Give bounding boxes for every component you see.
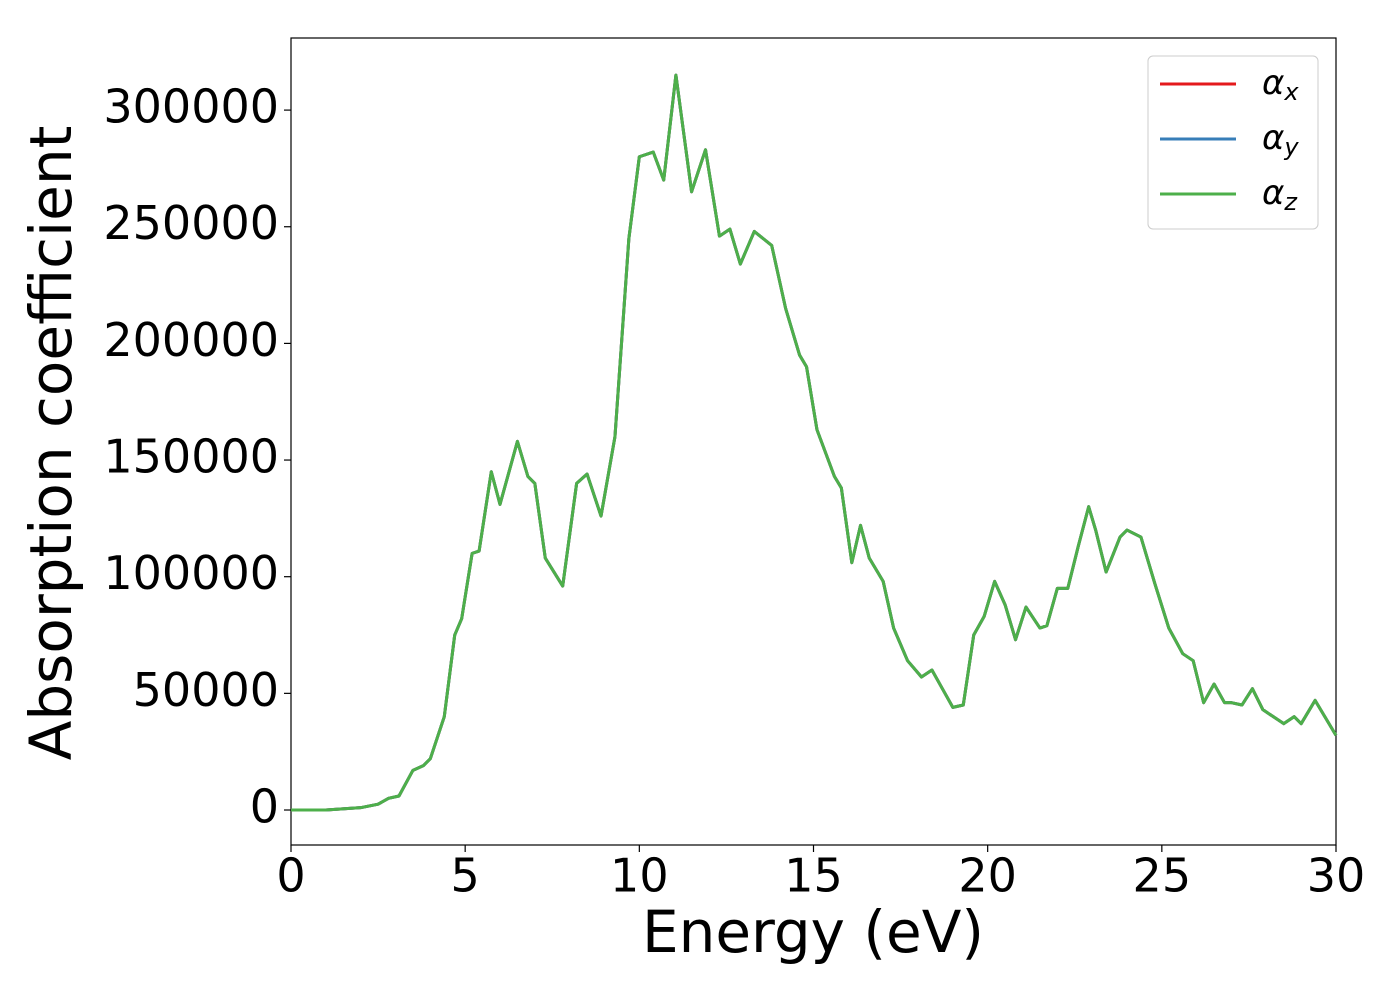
legend-label: αx — [1262, 63, 1299, 107]
x-tick-label: 25 — [1133, 849, 1192, 903]
series-line — [291, 73, 1338, 812]
x-tick-label: 30 — [1307, 849, 1366, 903]
y-axis-label: Absorption coefficient — [17, 126, 85, 761]
x-tick-label: 20 — [958, 849, 1017, 903]
y-tick-label: 300000 — [103, 80, 279, 134]
legend-label: αz — [1262, 173, 1298, 217]
y-tick-label: 200000 — [103, 313, 279, 367]
x-axis-label: Energy (eV) — [642, 898, 984, 966]
legend-label: αy — [1262, 118, 1299, 162]
y-tick-label: 50000 — [133, 663, 279, 717]
y-tick-label: 150000 — [103, 430, 279, 484]
legend-box — [1147, 55, 1319, 230]
x-tick-label: 15 — [784, 849, 843, 903]
x-tick-label: 0 — [276, 849, 305, 903]
y-tick-label: 0 — [250, 780, 279, 834]
y-tick-label: 100000 — [103, 546, 279, 600]
x-tick-label: 10 — [610, 849, 669, 903]
x-tick-label: 5 — [451, 849, 480, 903]
y-tick-label: 250000 — [103, 196, 279, 250]
